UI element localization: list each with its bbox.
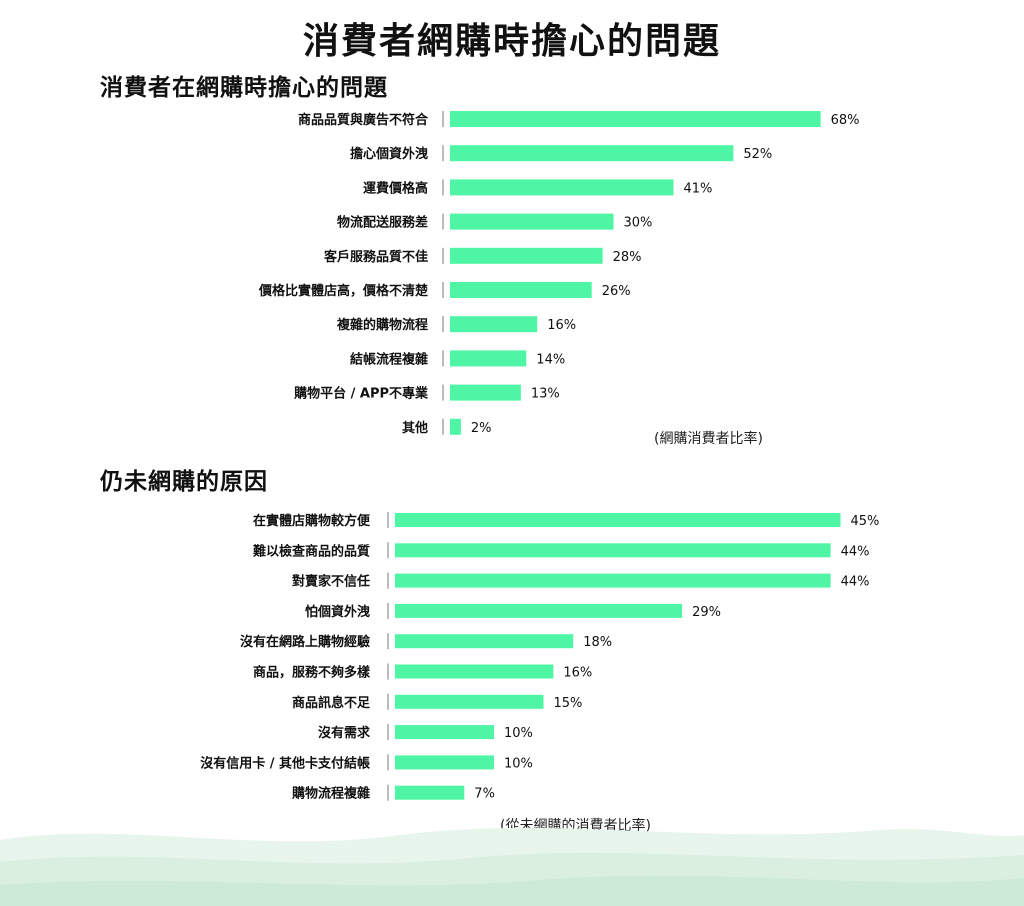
value-label: 10% (504, 726, 533, 741)
chart-note-concerns: (網購消費者比率) (654, 431, 763, 447)
bar (395, 664, 554, 679)
bar (395, 725, 494, 740)
axis-tick (387, 693, 389, 710)
decorative-background-wave (0, 827, 1024, 906)
page-title: 消費者網購時擔心的問題 (302, 21, 721, 62)
axis-tick (442, 418, 444, 435)
category-label: 價格比實體店高，價格不清楚 (258, 283, 429, 299)
value-label: 16% (563, 666, 592, 681)
category-label: 結帳流程複雜 (350, 351, 428, 367)
axis-tick (442, 179, 444, 196)
bar (395, 694, 544, 709)
axis-tick (387, 512, 389, 528)
category-label: 其他 (402, 420, 428, 436)
value-label: 14% (536, 352, 565, 367)
value-label: 44% (841, 544, 870, 559)
axis-tick (387, 754, 389, 771)
category-label: 商品訊息不足 (292, 695, 371, 711)
value-label: 68% (831, 113, 860, 128)
axis-tick (387, 633, 389, 650)
category-label: 沒有信用卡 / 其他卡支付結帳 (200, 755, 370, 771)
bar (450, 111, 821, 127)
bar (450, 350, 527, 367)
category-label: 複雜的購物流程 (336, 317, 428, 333)
category-label: 怕個資外洩 (305, 604, 370, 620)
value-label: 28% (613, 250, 642, 265)
category-label: 對賣家不信任 (292, 574, 370, 590)
axis-tick (442, 282, 444, 298)
bar (395, 573, 831, 588)
axis-tick (387, 572, 389, 589)
chart-title-concerns: 消費者在網購時擔心的問題 (100, 75, 388, 101)
axis-tick (387, 663, 389, 680)
axis-tick (387, 784, 389, 801)
bar-chart-reasons: 在實體店購物較方便 45% 難以檢查商品的品質 44% 對賣家不信任 44% 怕個資外洩 29… (200, 512, 880, 802)
bar (395, 634, 574, 649)
value-label: 13% (531, 387, 560, 402)
category-label: 商品品質與廣告不符合 (298, 112, 429, 128)
axis-tick (387, 724, 389, 741)
category-label: 沒有需求 (318, 725, 371, 741)
bar-chart-concerns: 商品品質與廣告不符合 68% 擔心個資外洩 52% 運費價格高 41% 物流配送服務差 30%… (258, 111, 860, 436)
axis-tick (442, 145, 444, 162)
axis-tick (442, 111, 444, 127)
value-label: 45% (851, 514, 880, 529)
bar (450, 247, 603, 264)
category-label: 物流配送服務差 (337, 215, 428, 231)
value-label: 44% (841, 575, 870, 590)
value-label: 10% (504, 756, 533, 771)
value-label: 29% (692, 605, 721, 620)
axis-tick (442, 350, 444, 367)
bar (395, 755, 494, 770)
value-label: 15% (554, 696, 583, 711)
chart-title-reasons: 仍未網購的原因 (100, 469, 268, 495)
category-label: 購物平台 / APP不專業 (293, 386, 429, 402)
category-label: 難以檢查商品的品質 (253, 543, 370, 559)
bar (450, 145, 734, 162)
value-label: 18% (583, 635, 612, 650)
value-label: 16% (547, 318, 576, 333)
value-label: 30% (624, 216, 653, 231)
value-label: 26% (602, 284, 631, 299)
bar (450, 384, 521, 401)
value-label: 52% (743, 147, 772, 162)
category-label: 擔心個資外洩 (350, 146, 428, 162)
bar (450, 179, 674, 196)
category-label: 運費價格高 (363, 180, 428, 196)
value-label: 2% (471, 421, 492, 436)
bar (450, 418, 461, 435)
axis-tick (387, 602, 389, 619)
bar (395, 543, 831, 558)
bar (395, 603, 683, 618)
bar (450, 213, 614, 230)
bar (395, 785, 465, 800)
axis-tick (442, 247, 444, 264)
category-label: 購物流程複雜 (291, 786, 370, 802)
bar (450, 316, 538, 333)
category-label: 在實體店購物較方便 (253, 513, 371, 529)
category-label: 沒有在網路上購物經驗 (240, 634, 370, 650)
axis-tick (442, 213, 444, 230)
bar (395, 513, 841, 527)
category-label: 商品，服務不夠多樣 (253, 665, 371, 681)
category-label: 客戶服務品質不佳 (324, 249, 428, 265)
bar (450, 282, 592, 298)
axis-tick (442, 384, 444, 401)
value-label: 41% (683, 181, 712, 196)
value-label: 7% (474, 787, 495, 802)
axis-tick (387, 542, 389, 559)
axis-tick (442, 316, 444, 333)
